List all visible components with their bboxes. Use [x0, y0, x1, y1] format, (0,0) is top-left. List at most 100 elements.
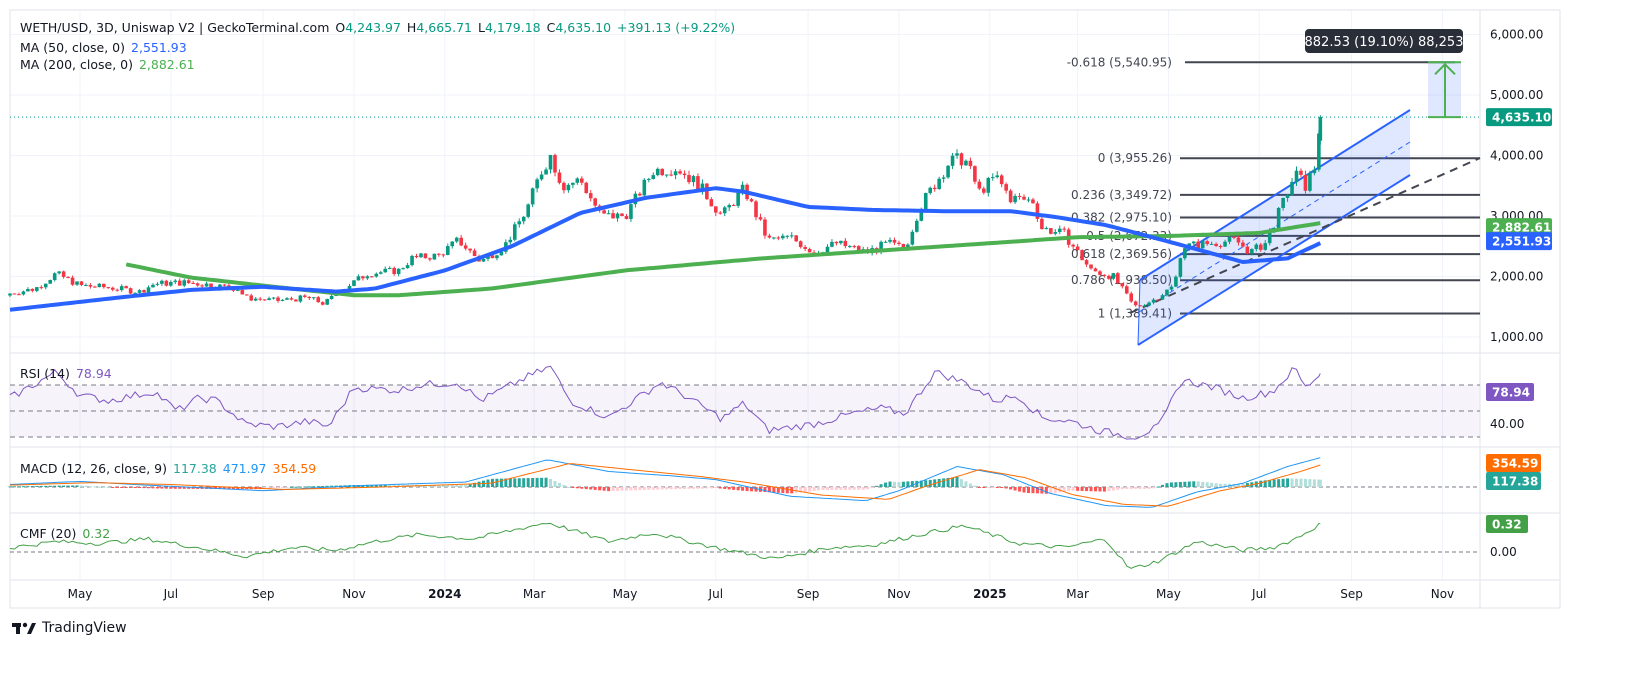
tradingview-logo[interactable]: TradingView	[12, 620, 127, 636]
macd-histogram-bar	[1165, 483, 1169, 487]
macd-histogram-bar	[441, 484, 445, 487]
price-axis-tick: 6,000.00	[1490, 28, 1543, 42]
macd-histogram-bar	[544, 477, 548, 487]
macd-histogram-bar	[817, 487, 821, 491]
fib-level-label: 0 (3,955.26)	[1098, 151, 1172, 165]
candle	[200, 285, 204, 287]
candle	[495, 255, 499, 259]
candle	[155, 283, 160, 285]
candle	[852, 246, 857, 248]
candle	[848, 246, 852, 248]
macd-histogram-bar	[919, 480, 923, 487]
candle	[696, 176, 700, 191]
candle	[1223, 241, 1227, 247]
rsi-axis-tick: 40.00	[1490, 417, 1524, 431]
ma200-legend[interactable]: MA (200, close, 0) 2,882.61	[20, 57, 201, 72]
candle	[579, 178, 584, 183]
candle	[888, 239, 892, 242]
macd-histogram-bar	[589, 487, 593, 490]
macd-histogram-bar	[866, 487, 870, 490]
macd-line-value: 471.97	[222, 461, 267, 476]
candle	[267, 298, 271, 301]
candle	[562, 182, 566, 191]
macd-signal-value: 354.59	[272, 461, 317, 476]
macd-histogram-bar	[517, 478, 521, 487]
cmf-legend[interactable]: CMF (20) 0.32	[20, 526, 116, 541]
candle	[93, 286, 97, 288]
macd-histogram-bar	[499, 478, 503, 487]
macd-histogram-bar	[53, 485, 57, 487]
candle	[1290, 181, 1294, 195]
candle	[772, 237, 776, 239]
change-value: +391.13 (+9.22%)	[617, 20, 736, 35]
macd-legend[interactable]: MACD (12, 26, close, 9) 117.38 471.97 354.5…	[20, 461, 322, 476]
macd-histogram-bar	[8, 486, 12, 488]
macd-histogram-bar	[227, 487, 231, 490]
candle	[798, 241, 803, 248]
macd-histogram-bar	[1009, 487, 1013, 490]
low-label: L	[477, 20, 485, 35]
macd-histogram-bar	[106, 486, 110, 488]
candle	[1031, 199, 1035, 204]
candle	[1299, 170, 1303, 175]
price-range-measure[interactable]: 882.53 (19.10%) 88,253	[1305, 29, 1464, 119]
macd-histogram-bar	[1129, 487, 1133, 489]
candle	[1254, 244, 1259, 250]
candle	[941, 177, 946, 179]
candle	[365, 276, 370, 279]
macd-histogram-bar	[910, 481, 914, 487]
candle	[919, 209, 924, 221]
candle	[222, 284, 227, 286]
candle	[472, 250, 477, 257]
candle	[1236, 237, 1241, 243]
macd-histogram-bar	[303, 486, 307, 488]
candle	[320, 302, 325, 305]
macd-histogram-bar	[665, 487, 669, 490]
ma50-legend[interactable]: MA (50, close, 0) 2,551.93	[20, 40, 193, 55]
macd-histogram-bar	[557, 482, 561, 487]
macd-histogram-bar	[522, 478, 526, 487]
candle	[1317, 133, 1321, 170]
candle	[499, 251, 504, 256]
candle	[387, 267, 392, 269]
fib-level-label: 0.382 (2,975.10)	[1071, 211, 1172, 225]
macd-histogram-bar	[1143, 487, 1147, 489]
candle	[110, 287, 115, 290]
candle	[88, 284, 93, 287]
candle	[1214, 243, 1218, 247]
time-axis-label: May	[68, 587, 93, 601]
candle	[1057, 228, 1062, 233]
macd-histogram-bar	[1299, 478, 1303, 487]
candle	[557, 172, 562, 183]
candle	[280, 299, 285, 301]
candle	[1107, 275, 1111, 279]
rsi-label: RSI (14)	[20, 366, 70, 381]
macd-histogram-bar	[942, 478, 946, 487]
macd-histogram-bar	[1169, 482, 1173, 487]
macd-histogram-bar	[1152, 487, 1156, 489]
macd-histogram-bar	[977, 487, 981, 488]
rsi-legend[interactable]: RSI (14) 78.94	[20, 366, 118, 381]
macd-histogram-bar	[691, 487, 695, 489]
candle	[1138, 305, 1142, 307]
open-label: O	[335, 20, 346, 35]
price-axis-tick: 2,000.00	[1490, 270, 1543, 284]
candle	[186, 280, 191, 283]
macd-histogram-bar	[222, 487, 226, 489]
macd-histogram-bar	[1236, 483, 1240, 487]
ma50-price-tag: 2,551.93	[1492, 235, 1551, 249]
time-axis-label: Mar	[1066, 587, 1089, 601]
macd-histogram-bar	[986, 487, 990, 488]
macd-histogram-bar	[848, 487, 852, 490]
macd-histogram-bar	[191, 487, 195, 489]
rsi-tag-bg	[1486, 383, 1534, 401]
macd-histogram-bar	[1174, 482, 1178, 487]
candle	[124, 286, 128, 289]
candle	[1098, 271, 1102, 275]
candle	[432, 253, 437, 260]
candle	[955, 153, 959, 156]
candle	[629, 204, 633, 219]
macd-histogram-bar	[1161, 484, 1165, 487]
macd-histogram-bar	[66, 485, 70, 487]
